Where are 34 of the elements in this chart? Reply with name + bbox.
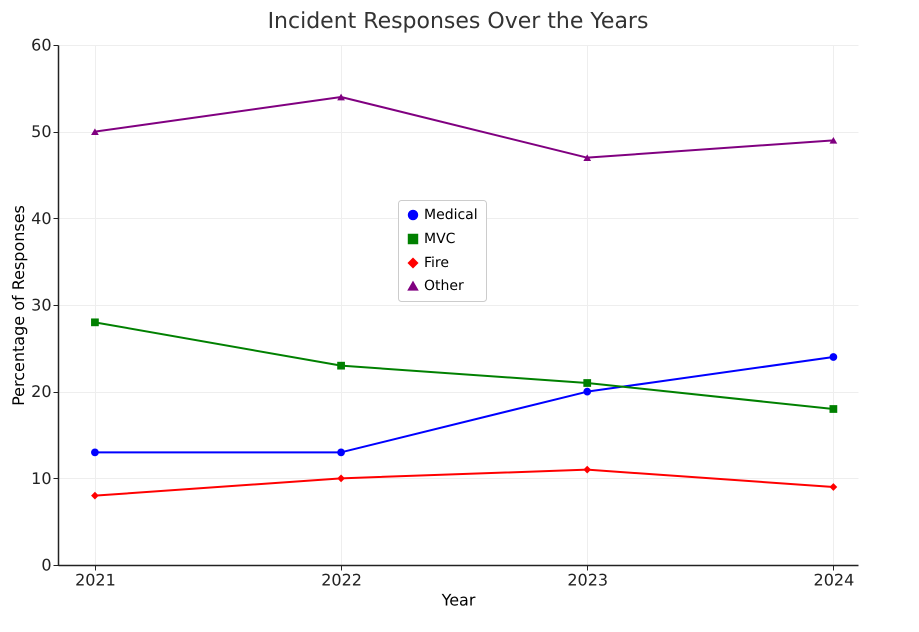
y-tick-label: 30 xyxy=(31,296,52,314)
point xyxy=(583,154,592,162)
point xyxy=(583,388,592,396)
y-tick-label: 50 xyxy=(31,122,52,142)
x-tick-label: 2024 xyxy=(814,570,854,590)
point xyxy=(337,448,345,456)
y-tick-label: 20 xyxy=(31,382,52,402)
point xyxy=(830,136,838,144)
point xyxy=(830,405,838,413)
y-tick-label: 60 xyxy=(31,36,52,54)
point xyxy=(337,362,345,370)
x-axis-title: Year xyxy=(440,590,476,610)
x-tick-label: 2023 xyxy=(567,570,608,590)
point xyxy=(91,448,99,456)
y-tick-label: 0 xyxy=(41,556,52,574)
legend-label: MVC xyxy=(424,231,456,247)
point xyxy=(337,474,345,482)
point xyxy=(91,128,99,136)
point xyxy=(583,466,592,474)
x-tick-label: 2021 xyxy=(75,570,116,590)
point xyxy=(337,94,345,100)
legend-label: Fire xyxy=(424,255,449,271)
chart-title: Incident Responses Over the Years xyxy=(268,9,648,34)
point xyxy=(830,483,838,491)
y-tick-label: 40 xyxy=(31,208,52,228)
y-axis-title: Percentage of Responses xyxy=(9,205,28,406)
legend-label: Medical xyxy=(424,207,478,223)
x-tick-label: 2022 xyxy=(321,570,362,590)
point xyxy=(91,492,99,500)
point xyxy=(91,318,99,326)
legend-label: Other xyxy=(424,278,464,294)
point xyxy=(830,353,838,361)
point xyxy=(583,379,592,387)
y-tick-label: 10 xyxy=(31,468,52,488)
